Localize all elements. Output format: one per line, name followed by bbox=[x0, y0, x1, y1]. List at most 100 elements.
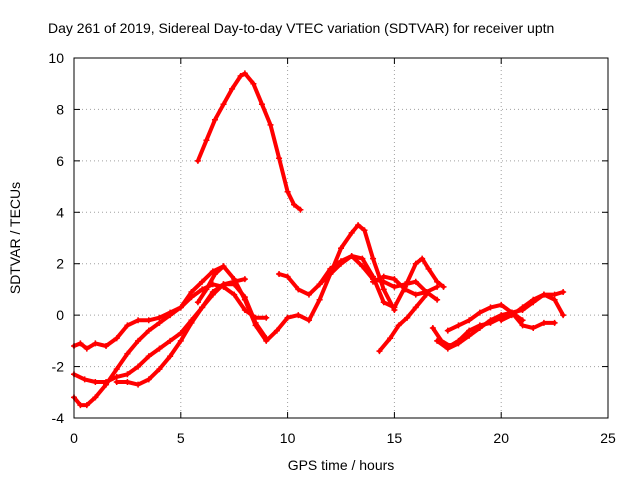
data-point bbox=[145, 327, 152, 334]
data-series bbox=[498, 291, 567, 324]
data-point bbox=[231, 291, 238, 298]
data-point bbox=[402, 281, 409, 288]
data-point bbox=[124, 371, 131, 378]
data-point bbox=[434, 296, 441, 303]
data-point bbox=[291, 201, 298, 208]
data-point bbox=[241, 276, 248, 283]
data-point bbox=[348, 229, 355, 236]
data-point bbox=[444, 345, 451, 352]
data-point bbox=[376, 348, 383, 355]
data-point bbox=[425, 265, 432, 272]
data-point bbox=[455, 340, 462, 347]
data-point bbox=[145, 353, 152, 360]
data-point bbox=[167, 353, 174, 360]
y-tick-label: 0 bbox=[56, 307, 64, 323]
data-point bbox=[391, 304, 398, 311]
data-point bbox=[530, 325, 537, 331]
data-point bbox=[92, 340, 99, 347]
data-point bbox=[124, 379, 131, 385]
data-point bbox=[412, 278, 419, 285]
data-point bbox=[508, 312, 515, 319]
data-point bbox=[412, 260, 419, 267]
data-series bbox=[376, 291, 430, 355]
data-point bbox=[370, 255, 377, 262]
data-point bbox=[220, 263, 227, 270]
data-point bbox=[295, 312, 302, 319]
data-point bbox=[103, 343, 110, 349]
data-point bbox=[276, 271, 283, 277]
data-point bbox=[444, 327, 451, 334]
data-point bbox=[348, 253, 355, 259]
data-point bbox=[252, 322, 259, 329]
data-point bbox=[220, 281, 227, 288]
data-point bbox=[237, 73, 244, 79]
data-point bbox=[229, 85, 236, 92]
data-point bbox=[203, 286, 210, 293]
data-point bbox=[476, 309, 483, 316]
data-point bbox=[434, 278, 441, 285]
data-point bbox=[327, 265, 334, 272]
data-point bbox=[156, 314, 163, 321]
x-tick-label: 5 bbox=[177, 430, 185, 446]
y-tick-label: 10 bbox=[48, 50, 64, 66]
data-point bbox=[211, 116, 218, 123]
data-point bbox=[258, 101, 265, 108]
data-point bbox=[167, 312, 174, 319]
data-point bbox=[156, 319, 163, 326]
data-point bbox=[380, 286, 387, 293]
data-point bbox=[498, 317, 505, 324]
ticks: 0 5 10 15 20 25 -4 -2 0 2 4 6 8 10 bbox=[48, 50, 616, 446]
y-tick-label: 8 bbox=[56, 101, 64, 117]
data-point bbox=[263, 337, 270, 344]
data-series bbox=[71, 281, 270, 409]
data-point bbox=[359, 263, 366, 270]
data-point bbox=[231, 276, 238, 283]
data-point bbox=[273, 327, 280, 334]
chart-title: Day 261 of 2019, Sidereal Day-to-day VTE… bbox=[48, 20, 554, 36]
data-point bbox=[402, 286, 409, 293]
data-point bbox=[77, 340, 84, 347]
data-point bbox=[305, 317, 312, 324]
data-point bbox=[203, 137, 210, 144]
data-point bbox=[284, 188, 291, 195]
data-point bbox=[530, 296, 537, 303]
data-series bbox=[194, 70, 304, 213]
data-point bbox=[361, 227, 368, 234]
x-tick-label: 0 bbox=[70, 430, 78, 446]
x-tick-label: 20 bbox=[493, 430, 509, 446]
data-point bbox=[434, 283, 441, 290]
data-point bbox=[498, 312, 505, 319]
data-point bbox=[466, 327, 473, 334]
data-point bbox=[305, 291, 312, 298]
y-tick-label: 2 bbox=[56, 256, 64, 272]
data-point bbox=[241, 307, 248, 313]
data-series bbox=[194, 222, 398, 344]
data-point bbox=[284, 314, 291, 321]
data-point bbox=[434, 337, 441, 344]
data-point bbox=[412, 291, 419, 298]
series-line bbox=[72, 264, 226, 351]
data-point bbox=[440, 283, 447, 290]
data-point bbox=[199, 278, 206, 285]
data-point bbox=[241, 70, 248, 77]
series-line bbox=[72, 282, 269, 408]
data-point bbox=[83, 402, 90, 409]
data-point bbox=[209, 289, 216, 295]
data-point bbox=[177, 330, 184, 337]
data-point bbox=[423, 291, 430, 298]
data-point bbox=[466, 332, 473, 339]
data-point bbox=[188, 294, 195, 301]
data-point bbox=[404, 314, 411, 321]
x-tick-label: 25 bbox=[600, 430, 616, 446]
data-point bbox=[551, 296, 558, 303]
data-point bbox=[199, 304, 206, 311]
data-point bbox=[487, 304, 494, 311]
data-point bbox=[466, 317, 473, 324]
data-point bbox=[380, 278, 387, 285]
data-point bbox=[188, 319, 195, 326]
data-point bbox=[135, 317, 142, 324]
plot-frame bbox=[73, 57, 609, 419]
data-series bbox=[444, 301, 558, 334]
data-point bbox=[370, 278, 377, 285]
data-point bbox=[145, 317, 152, 324]
